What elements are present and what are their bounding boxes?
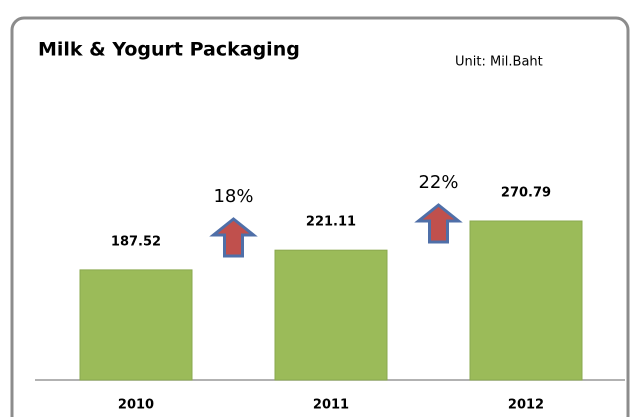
unit-label: Unit: Mil.Baht xyxy=(455,55,543,70)
bar xyxy=(469,220,583,381)
bar xyxy=(274,249,388,381)
value-label: 187.52 xyxy=(111,234,161,249)
growth-label: 18% xyxy=(213,186,253,207)
x-tick-label: 2012 xyxy=(508,398,544,413)
growth-label: 22% xyxy=(418,172,458,193)
value-label: 221.11 xyxy=(306,215,356,230)
x-tick-label: 2011 xyxy=(313,398,349,413)
bar xyxy=(79,269,193,381)
growth-arrow xyxy=(209,217,258,258)
growth-arrow xyxy=(414,203,463,244)
x-tick-label: 2010 xyxy=(118,398,154,413)
value-label: 270.79 xyxy=(501,186,551,201)
chart-title: Milk & Yogurt Packaging xyxy=(38,39,300,61)
